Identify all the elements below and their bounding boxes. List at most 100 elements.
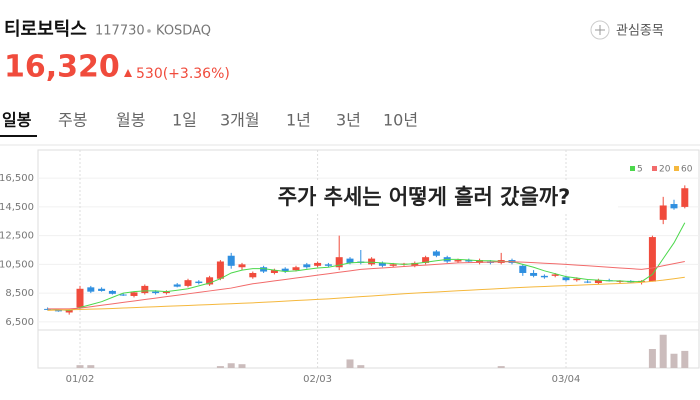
- y-tick-label: 14,500: [0, 202, 34, 213]
- candle-body: [76, 288, 84, 308]
- volume-bar: [357, 365, 365, 368]
- candle-body: [238, 264, 246, 268]
- candle-body: [195, 281, 203, 284]
- candle-body: [681, 188, 689, 207]
- candle-body: [670, 204, 678, 209]
- candle-body: [65, 309, 73, 313]
- y-tick-label: 16,500: [0, 173, 34, 184]
- legend-swatch: [630, 166, 635, 171]
- legend-swatch: [674, 166, 679, 171]
- candle-body: [540, 275, 548, 278]
- candle-body: [162, 291, 170, 294]
- annotation-bg: [230, 182, 618, 214]
- candle-body: [476, 260, 484, 263]
- legend-label: 60: [681, 165, 693, 175]
- y-tick-label: 12,500: [0, 231, 34, 242]
- candle-body: [87, 287, 95, 292]
- candle-body: [173, 284, 181, 287]
- candle-body: [530, 272, 538, 276]
- candle-body: [281, 268, 289, 272]
- y-tick-label: 10,500: [0, 259, 34, 270]
- period-tab[interactable]: 10년: [383, 111, 418, 130]
- period-tab[interactable]: 주봉: [58, 111, 87, 130]
- x-tick-label: 02/03: [303, 374, 332, 385]
- volume-bar: [681, 350, 689, 368]
- stock-name: 티로보틱스: [4, 19, 87, 40]
- candle-body: [130, 292, 138, 296]
- candle-body: [378, 262, 386, 266]
- volume-bar: [497, 366, 505, 368]
- candle-body: [573, 278, 581, 281]
- candle-body: [227, 255, 235, 266]
- candle-body: [216, 261, 224, 279]
- y-tick-label: 6,500: [5, 317, 34, 328]
- candle-body: [303, 264, 311, 268]
- watch-icon[interactable]: [590, 20, 610, 40]
- y-tick-label: 8,500: [5, 288, 34, 299]
- candle-body: [346, 258, 354, 263]
- candle-body: [98, 288, 106, 291]
- candle-body: [108, 290, 116, 294]
- legend-swatch: [652, 166, 657, 171]
- period-tab[interactable]: 3개월: [220, 111, 260, 130]
- x-tick-label: 01/02: [66, 374, 95, 385]
- candle-body: [54, 310, 62, 312]
- candle-body: [584, 281, 592, 283]
- candle-body: [422, 257, 430, 263]
- volume-bar: [238, 364, 246, 368]
- volume-bar: [670, 353, 678, 368]
- candle-body: [368, 258, 376, 265]
- moving-average-line: [47, 276, 685, 311]
- volume-bar: [659, 334, 667, 368]
- candle-body: [519, 265, 527, 273]
- current-price: 16,320: [4, 50, 120, 85]
- candle-body: [335, 257, 343, 268]
- period-tab[interactable]: 일봉: [2, 111, 32, 130]
- period-tab[interactable]: 월봉: [116, 111, 145, 130]
- stock-code: 117730: [95, 24, 145, 39]
- watchlist-button[interactable]: 관심종목: [616, 24, 664, 39]
- period-tab[interactable]: 3년: [336, 111, 361, 130]
- period-tab[interactable]: 1일: [172, 111, 197, 130]
- candle-body: [292, 267, 300, 271]
- plus-icon: [595, 25, 605, 35]
- candle-body: [389, 264, 397, 266]
- price-change: 530(+3.36%): [136, 66, 230, 82]
- legend-label: 5: [637, 165, 643, 175]
- separator-dot: [147, 29, 151, 33]
- x-tick-label: 03/04: [552, 374, 581, 385]
- candle-body: [270, 270, 278, 273]
- plot-frame: [37, 149, 700, 331]
- volume-bar: [87, 365, 95, 368]
- volume-frame: [37, 329, 700, 369]
- volume-bar: [76, 365, 84, 368]
- candle-body: [562, 277, 570, 281]
- candle-body: [260, 267, 268, 272]
- legend-label: 20: [659, 165, 671, 175]
- volume-bar: [216, 366, 224, 368]
- period-tab[interactable]: 1년: [286, 111, 311, 130]
- candle-body: [206, 277, 214, 285]
- moving-average-line: [47, 261, 685, 310]
- candle-body: [411, 262, 419, 266]
- candle-body: [314, 262, 322, 266]
- candle-body: [594, 280, 602, 284]
- candle-body: [465, 260, 473, 262]
- moving-average-line: [47, 222, 686, 311]
- market: KOSDAQ: [156, 24, 211, 39]
- up-arrow: [124, 69, 132, 77]
- candle-body: [432, 251, 440, 256]
- volume-bar: [346, 359, 354, 368]
- candle-body: [551, 274, 559, 276]
- volume-bar: [648, 349, 656, 368]
- candle-body: [141, 285, 149, 294]
- candle-body: [152, 291, 160, 294]
- annotation: 주가 추세는 어떻게 흘러 갔을까?: [278, 185, 571, 209]
- candle-body: [119, 294, 127, 296]
- candle-body: [184, 280, 192, 286]
- candle-body: [324, 264, 332, 266]
- candle-body: [659, 205, 667, 220]
- volume-bar: [227, 363, 235, 368]
